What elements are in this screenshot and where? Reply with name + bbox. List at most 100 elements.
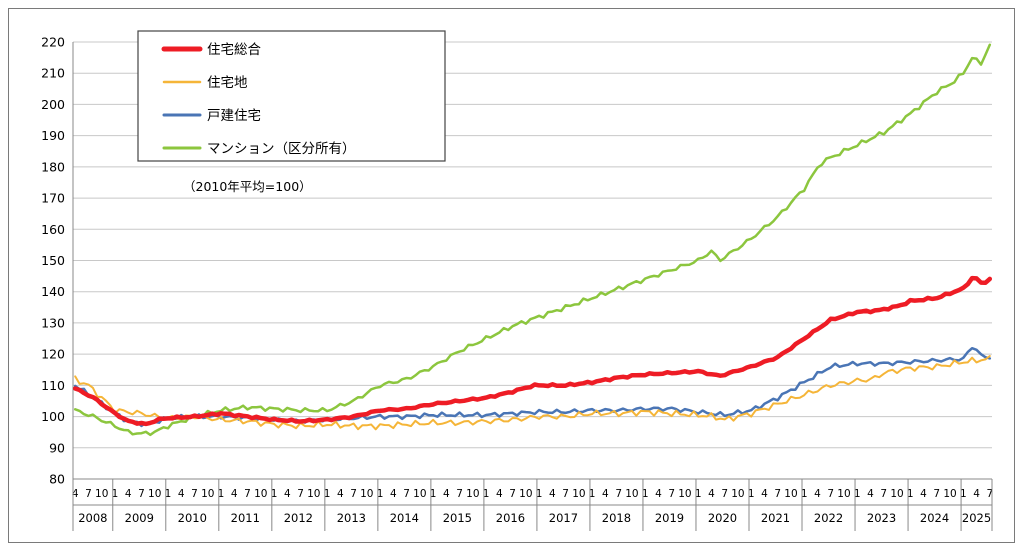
x-month-tick-label: 4 — [390, 488, 397, 500]
y-tick-label-110: 110 — [41, 378, 65, 393]
x-year-label-2020: 2020 — [708, 511, 737, 525]
y-tick-label-120: 120 — [41, 347, 65, 362]
y-tick-label-80: 80 — [49, 472, 65, 487]
x-month-tick-label: 7 — [933, 488, 940, 500]
y-tick-label-190: 190 — [41, 128, 65, 143]
x-month-tick-label: 4 — [602, 488, 609, 500]
x-month-tick-label: 7 — [244, 488, 251, 500]
x-year-label-2018: 2018 — [602, 511, 631, 525]
x-month-tick-label: 1 — [907, 488, 914, 500]
x-year-label-2008: 2008 — [78, 511, 107, 525]
x-month-tick-label: 1 — [324, 488, 331, 500]
x-year-label-2025: 2025 — [962, 511, 991, 525]
x-month-tick-label: 4 — [443, 488, 450, 500]
y-tick-label-90: 90 — [49, 440, 65, 455]
x-month-tick-label: 4 — [72, 488, 79, 500]
x-year-label-2009: 2009 — [125, 511, 154, 525]
x-month-tick-label: 1 — [377, 488, 384, 500]
x-year-label-2019: 2019 — [655, 511, 684, 525]
x-month-tick-label: 10 — [837, 488, 850, 500]
y-tick-label-130: 130 — [41, 315, 65, 330]
x-month-tick-label: 1 — [801, 488, 808, 500]
x-month-tick-label: 7 — [297, 488, 304, 500]
x-month-tick-label: 4 — [920, 488, 927, 500]
x-month-tick-label: 10 — [890, 488, 903, 500]
x-month-tick-label: 10 — [360, 488, 373, 500]
legend-label-0: 住宅総合 — [207, 42, 261, 58]
x-month-tick-label: 10 — [625, 488, 638, 500]
x-month-tick-label: 7 — [721, 488, 728, 500]
x-year-label-2017: 2017 — [549, 511, 578, 525]
x-month-tick-label: 7 — [668, 488, 675, 500]
x-month-tick-label: 4 — [761, 488, 768, 500]
x-month-tick-label: 7 — [880, 488, 887, 500]
x-month-tick-label: 10 — [519, 488, 532, 500]
x-year-label-2012: 2012 — [284, 511, 313, 525]
x-month-tick-label: 10 — [201, 488, 214, 500]
legend-label-2: 戸建住宅 — [207, 108, 261, 124]
x-month-tick-label: 7 — [774, 488, 781, 500]
x-month-tick-label: 10 — [572, 488, 585, 500]
x-axis: 4 7 10 1 4 7 10 1 4 7 10 1 4 7 10 1 4 7 10 1 4 7 10 1 4 7 10 1 4 7 10 1… — [72, 478, 993, 531]
x-month-tick-label: 1 — [642, 488, 649, 500]
x-month-tick-label: 1 — [536, 488, 543, 500]
x-month-tick-label: 10 — [413, 488, 426, 500]
y-tick-label-170: 170 — [41, 191, 65, 206]
x-month-tick-label: 4 — [708, 488, 715, 500]
x-year-label-2013: 2013 — [337, 511, 366, 525]
x-month-tick-label: 4 — [496, 488, 503, 500]
x-month-tick-label: 4 — [655, 488, 662, 500]
x-month-tick-label: 4 — [284, 488, 291, 500]
x-month-tick-label: 1 — [695, 488, 702, 500]
y-tick-label-140: 140 — [41, 284, 65, 299]
x-month-tick-label: 10 — [95, 488, 108, 500]
x-month-tick-label: 10 — [731, 488, 744, 500]
x-year-label-2016: 2016 — [496, 511, 525, 525]
x-month-tick-label: 4 — [125, 488, 132, 500]
x-month-tick-label: 10 — [148, 488, 161, 500]
series-line-0 — [72, 275, 993, 427]
y-tick-label-100: 100 — [41, 409, 65, 424]
y-tick-label-200: 200 — [41, 97, 65, 112]
x-month-tick-label: 10 — [254, 488, 267, 500]
x-month-tick-label: 1 — [430, 488, 437, 500]
y-tick-label-180: 180 — [41, 159, 65, 174]
x-month-tick-label: 7 — [85, 488, 92, 500]
series-line-1 — [74, 355, 991, 431]
x-month-tick-label: 4 — [549, 488, 556, 500]
y-tick-label-220: 220 — [41, 35, 65, 50]
x-month-tick-label: 7 — [350, 488, 357, 500]
x-month-tick-label: 1 — [271, 488, 278, 500]
x-month-tick-label: 7 — [456, 488, 463, 500]
y-axis: 80 90 100 110 120 130 140 150 160 170 180 190 200 210… — [41, 35, 74, 487]
x-month-tick-label: 1 — [483, 488, 490, 500]
x-month-tick-label: 1 — [589, 488, 596, 500]
x-month-tick-label: 4 — [337, 488, 344, 500]
series-line-3 — [73, 43, 992, 437]
legend-label-1: 住宅地 — [207, 75, 248, 91]
x-year-label-2011: 2011 — [231, 511, 260, 525]
x-month-tick-label: 4 — [231, 488, 238, 500]
x-month-tick-label: 4 — [973, 488, 980, 500]
y-tick-label-160: 160 — [41, 222, 65, 237]
x-month-tick-label: 7 — [986, 488, 993, 500]
note-background — [177, 175, 365, 195]
x-month-tick-label: 1 — [165, 488, 172, 500]
index-base-note: （2010年平均=100） — [183, 179, 312, 194]
x-month-tick-label: 10 — [307, 488, 320, 500]
x-year-label-2015: 2015 — [443, 511, 472, 525]
series-lines — [72, 43, 993, 437]
x-month-tick-label: 7 — [403, 488, 410, 500]
x-year-label-2024: 2024 — [920, 511, 949, 525]
x-month-tick-label: 1 — [218, 488, 225, 500]
x-year-label-2014: 2014 — [390, 511, 419, 525]
x-month-tick-label: 10 — [784, 488, 797, 500]
house-price-index-line-chart: 8090100110120130140150160170180190200210… — [41, 30, 993, 531]
x-month-tick-label: 7 — [615, 488, 622, 500]
x-month-tick-label: 7 — [562, 488, 569, 500]
x-month-tick-label: 7 — [509, 488, 516, 500]
legend-label-3: マンション（区分所有） — [207, 141, 356, 157]
x-month-tick-label: 7 — [191, 488, 198, 500]
x-month-tick-label: 10 — [943, 488, 956, 500]
